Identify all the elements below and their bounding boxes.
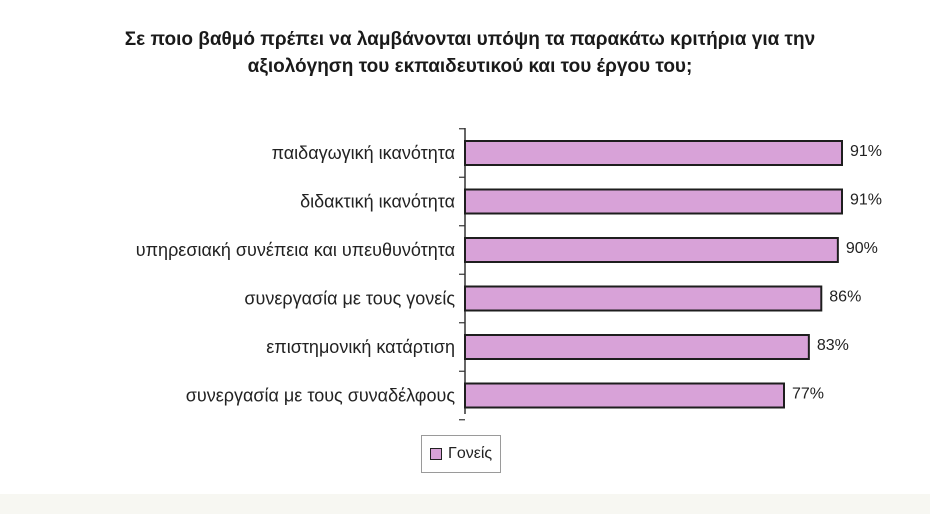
data-label: 77%	[792, 386, 824, 403]
bar	[464, 237, 839, 263]
bar	[464, 382, 785, 409]
page-footer-band	[0, 494, 930, 514]
category-label: συνεργασία με τους συναδέλφους	[186, 386, 456, 406]
legend-swatch	[430, 448, 442, 460]
category-label: παιδαγωγική ικανότητα	[272, 143, 455, 163]
bar	[464, 285, 823, 312]
category-label: συνεργασία με τους γονείς	[244, 289, 455, 309]
legend-label: Γονείς	[448, 445, 493, 462]
data-label: 86%	[829, 289, 861, 306]
bar	[464, 334, 810, 360]
category-label: διδακτική ικανότητα	[300, 192, 455, 212]
data-label: 91%	[850, 192, 882, 209]
data-label: 83%	[817, 337, 849, 354]
data-label: 90%	[846, 240, 878, 257]
data-label: 91%	[850, 143, 882, 160]
category-label: επιστημονική κατάρτιση	[266, 337, 455, 357]
bar	[464, 140, 843, 166]
category-label: υπηρεσιακή συνέπεια και υπευθυνότητα	[136, 240, 455, 260]
legend: Γονείς	[421, 435, 502, 473]
chart-title: Σε ποιο βαθμό πρέπει να λαμβάνονται υπόψ…	[124, 29, 816, 77]
bar	[464, 188, 843, 215]
